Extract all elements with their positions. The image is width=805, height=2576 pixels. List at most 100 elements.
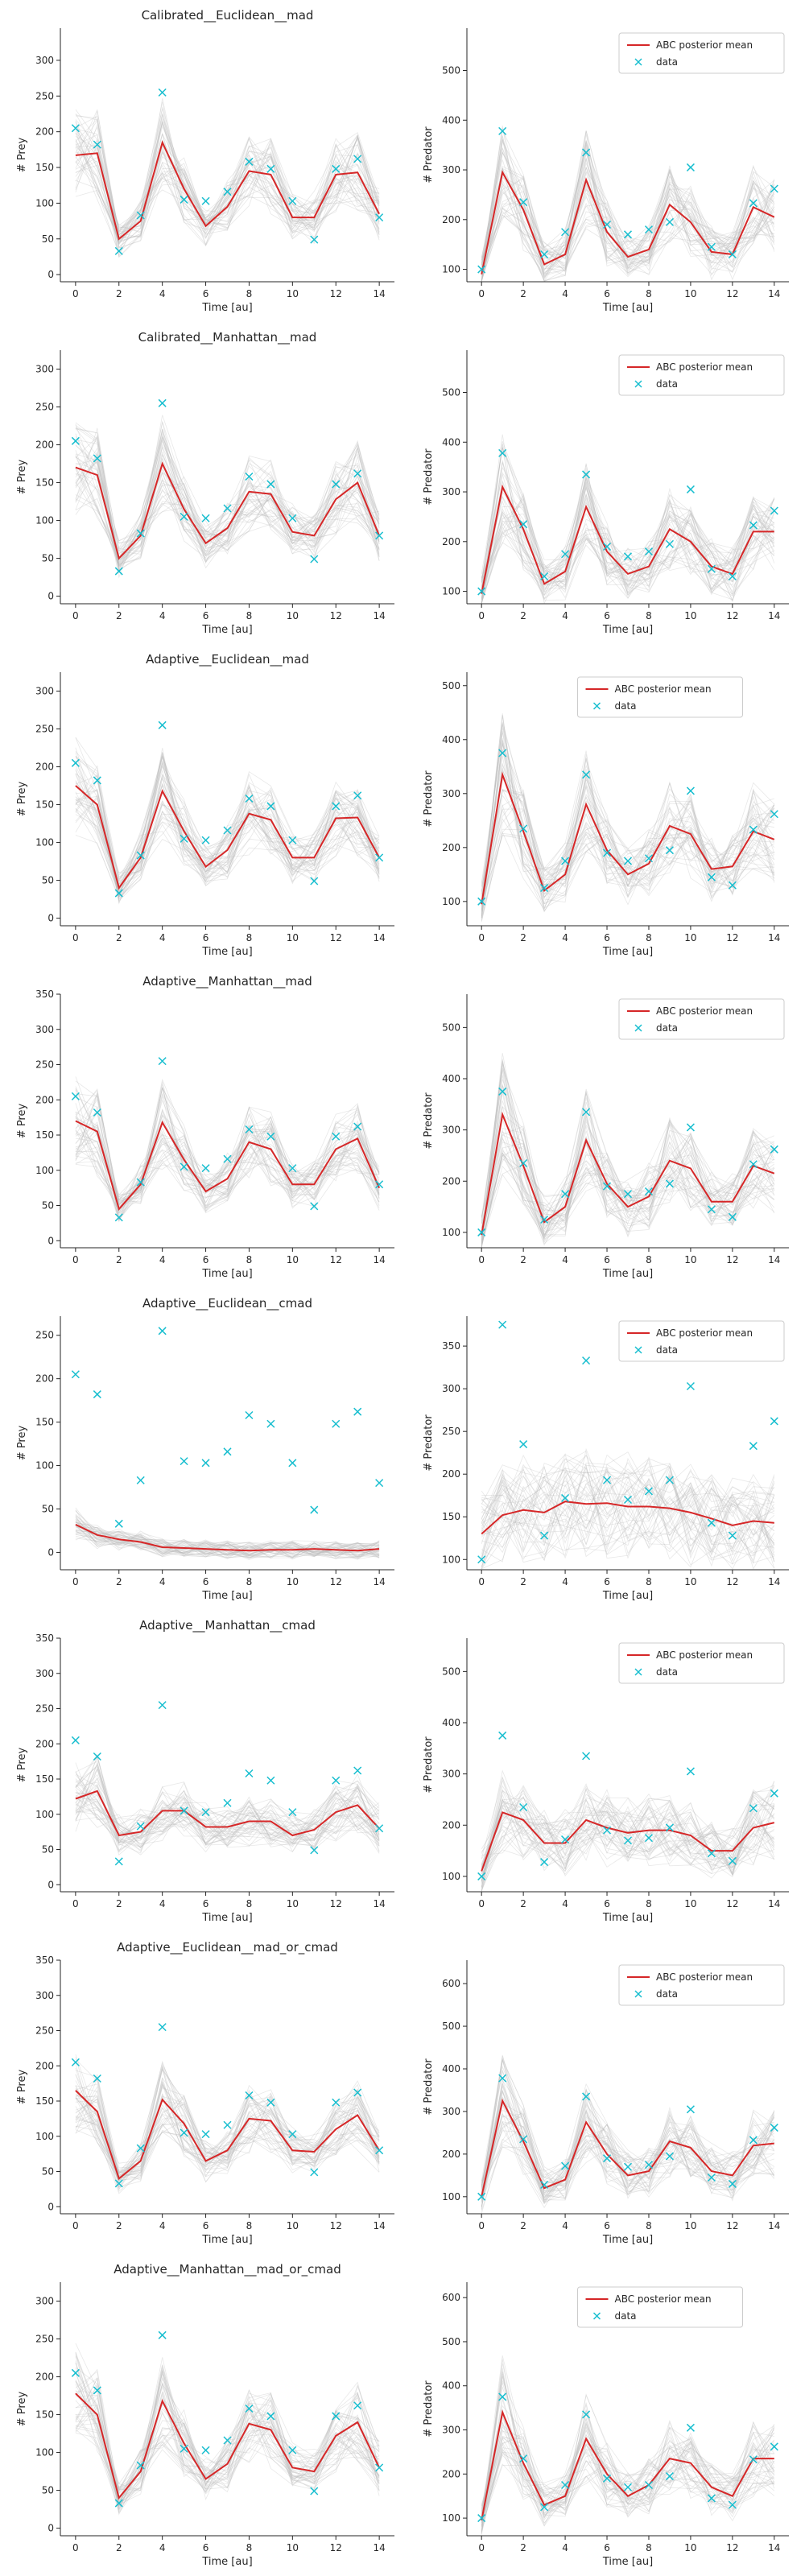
x-tick-label: 10 [287, 2542, 299, 2553]
sample-trajectory [481, 1061, 775, 1236]
predator-data-point [602, 1182, 612, 1191]
predator-data-point [602, 848, 612, 857]
data-marker-stroke [644, 2480, 654, 2490]
prey-data-point [93, 776, 101, 785]
sample-trajectory [481, 468, 774, 590]
sample-trajectory [481, 1475, 774, 1554]
sample-trajectory [75, 2372, 380, 2493]
sample-trajectory [75, 1524, 380, 1559]
y-tick-label: 100 [442, 1554, 460, 1565]
sample-trajectory [75, 425, 380, 573]
prey-data-point [288, 836, 297, 844]
data-marker-stroke [288, 1808, 297, 1817]
data-marker-stroke [519, 198, 528, 207]
predator-data-point [770, 506, 778, 515]
sample-trajectory [481, 2112, 775, 2185]
sample-trajectory [75, 2355, 380, 2501]
sample-trajectory [481, 1788, 774, 1875]
sample-trajectory [75, 142, 380, 239]
legend-data-label: data [656, 1666, 678, 1678]
x-tick-label: 10 [684, 1898, 696, 1909]
sample-trajectory [75, 2394, 380, 2505]
prey-data-point [245, 794, 254, 803]
sample-trajectory [481, 2089, 775, 2200]
data-marker-stroke [288, 1459, 297, 1468]
sample-trajectory [75, 2083, 380, 2172]
sample-trajectory [481, 165, 775, 282]
data-marker-stroke [561, 1493, 570, 1502]
x-tick-label: 8 [246, 1898, 253, 1909]
prey-posterior-mean-line [75, 1523, 380, 1552]
x-tick-label: 10 [684, 2542, 696, 2553]
sample-trajectory [75, 2395, 380, 2505]
prey-data-point [375, 531, 384, 540]
prey-panel: 0 2 4 6 8 10 12 14 0 50 100 150 200 250 300 Time [au] # … [16, 350, 394, 636]
prey-data-point [332, 1132, 341, 1141]
y-tick-label: 350 [35, 1955, 54, 1966]
sample-trajectory [481, 130, 775, 282]
y-tick-label: 200 [35, 440, 54, 451]
x-tick-label: 14 [768, 288, 780, 299]
sample-trajectory [75, 1796, 380, 1853]
data-marker-stroke [288, 1164, 297, 1173]
y-tick-label: 200 [442, 2468, 460, 2479]
data-marker-stroke [477, 1228, 486, 1236]
predator-data-point [707, 873, 716, 881]
sample-trajectory [481, 2355, 774, 2520]
prey-data-point [180, 1806, 188, 1815]
sample-trajectory [481, 501, 775, 601]
sample-trajectory [75, 757, 380, 905]
data-marker-stroke [310, 1202, 319, 1211]
prey-data-point [158, 1327, 167, 1335]
predator-data-point [749, 2455, 758, 2464]
sample-trajectory [75, 1781, 380, 1849]
sample-trajectory [75, 1790, 380, 1847]
prey-data-point [71, 2368, 80, 2377]
x-axis-label: Time [au] [602, 624, 653, 636]
data-marker-stroke [353, 1766, 362, 1775]
y-axis-label: # Predator [423, 2380, 435, 2438]
y-axis-label: # Prey [16, 460, 28, 495]
y-tick-label: 150 [35, 2095, 54, 2107]
sample-trajectory [481, 1063, 775, 1245]
predator-data-point [770, 184, 778, 193]
x-tick-label: 10 [287, 1576, 299, 1587]
chart-title: Adaptive__Euclidean__mad_or_cmad [117, 1940, 338, 1955]
predator-posterior-mean-line [481, 1811, 775, 1872]
prey-data-point [266, 480, 275, 489]
sample-trajectory [75, 113, 380, 239]
data-marker-stroke [136, 2144, 145, 2153]
x-tick-label: 14 [768, 2542, 780, 2553]
prey-data-point [288, 196, 297, 205]
chart-title: Adaptive__Euclidean__cmad [142, 1296, 312, 1311]
sample-trajectory [481, 2058, 774, 2201]
x-tick-label: 4 [159, 610, 166, 621]
sample-trajectory [481, 1093, 774, 1248]
data-marker-stroke [582, 1356, 591, 1365]
data-marker-stroke [353, 1122, 362, 1131]
data-marker-stroke [561, 857, 570, 865]
sample-trajectory [481, 481, 774, 604]
data-marker-stroke [114, 1213, 123, 1222]
x-axis-label: Time [au] [602, 1268, 653, 1280]
sample-trajectory [75, 427, 380, 552]
prey-data-point [245, 2404, 254, 2413]
prey-data-point [245, 1769, 254, 1778]
prey-data-point [71, 124, 80, 133]
predator-data-point [477, 1555, 486, 1564]
predator-data-point [540, 2180, 549, 2190]
sample-trajectory [481, 151, 775, 279]
sample-trajectory [75, 2360, 380, 2491]
legend-box [618, 32, 785, 74]
x-tick-label: 10 [287, 1254, 299, 1265]
sample-trajectory [75, 439, 380, 568]
sample-trajectory [481, 471, 775, 599]
sample-trajectory [75, 1784, 380, 1852]
y-tick-label: 300 [35, 1990, 54, 2001]
data-marker-stroke [180, 2444, 188, 2453]
x-tick-label: 4 [159, 288, 166, 299]
prey-data-point [353, 1407, 362, 1416]
legend-data-label: data [656, 56, 678, 68]
sample-trajectory [481, 171, 775, 266]
data-marker-stroke [770, 1145, 778, 1154]
